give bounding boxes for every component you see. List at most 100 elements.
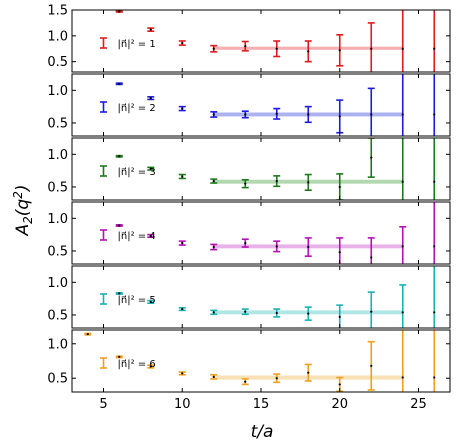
legend: |n⃗|² = 3 [100, 165, 156, 178]
point-marker [118, 82, 121, 85]
data-point [367, 138, 375, 178]
point-marker [338, 383, 341, 386]
panel-6: 0.5 1.0 |n⃗|² = 6 5 10 15 20 25 [47, 329, 451, 412]
point-marker [181, 175, 184, 178]
point-marker [149, 167, 152, 170]
x-tick-label: 20 [331, 397, 348, 412]
point-marker [401, 47, 404, 50]
data-point [210, 111, 218, 118]
panel-4: 0.5 1.0 |n⃗|² = 4 [47, 201, 451, 265]
data-point [433, 74, 436, 136]
legend-label: |n⃗|² = 1 [118, 39, 156, 50]
data-point [115, 82, 123, 86]
panel-plot-area [115, 10, 436, 72]
point-marker [307, 113, 310, 116]
data-point [367, 22, 375, 72]
data-point [115, 291, 123, 295]
data-point [241, 110, 249, 119]
panel-plot-area [115, 74, 436, 136]
data-point [147, 166, 155, 171]
y-tick-label: 1.0 [47, 84, 68, 99]
point-marker [307, 50, 310, 53]
data-point [433, 330, 436, 392]
data-point [115, 10, 123, 13]
y-tick-label: 0.5 [47, 55, 68, 70]
point-marker [433, 245, 436, 248]
data-point [210, 373, 218, 380]
panel-plot-area [115, 202, 436, 264]
y-tick-label: 0.5 [47, 244, 68, 259]
data-point [147, 364, 155, 369]
data-point [304, 237, 312, 257]
point-marker [370, 113, 373, 116]
point-marker [370, 256, 373, 259]
point-marker [338, 185, 341, 189]
data-point [433, 10, 436, 72]
point-marker [149, 365, 152, 368]
y-tick-label: 1.0 [47, 148, 68, 163]
data-point [273, 175, 281, 188]
data-point [210, 243, 218, 251]
point-marker [338, 115, 341, 118]
point-marker [338, 315, 341, 319]
legend-label: |n⃗|² = 3 [118, 167, 156, 178]
data-point [401, 74, 404, 136]
data-point [241, 40, 249, 52]
data-point [336, 33, 344, 67]
legend-label: |n⃗|² = 4 [118, 231, 156, 242]
y-tick-label: 1.0 [47, 337, 68, 352]
data-point [304, 105, 312, 124]
point-marker [307, 371, 310, 374]
point-marker [212, 179, 215, 183]
data-point [178, 306, 186, 312]
data-point [399, 226, 407, 264]
point-marker [181, 307, 184, 311]
legend: |n⃗|² = 1 [100, 37, 156, 50]
legend-label: |n⃗|² = 6 [118, 359, 156, 370]
data-point [178, 173, 186, 180]
data-point [273, 40, 281, 58]
data-point [210, 309, 218, 316]
point-marker [401, 180, 404, 183]
data-point [304, 363, 312, 382]
y-tick-label: 0.5 [47, 180, 68, 195]
point-marker [118, 224, 121, 227]
point-marker [275, 179, 278, 183]
data-point [241, 308, 249, 316]
point-marker [307, 312, 310, 315]
y-tick-label: 1.0 [47, 276, 68, 291]
data-point [367, 87, 375, 136]
point-marker [212, 245, 215, 249]
y-tick-label: 1.5 [47, 4, 68, 19]
point-marker [149, 97, 152, 100]
point-marker [275, 47, 278, 50]
point-marker [212, 375, 215, 378]
data-point [273, 240, 281, 253]
point-marker [244, 182, 247, 185]
data-point [147, 96, 155, 101]
data-point [241, 178, 249, 189]
point-marker [433, 113, 436, 116]
data-point [367, 340, 375, 391]
point-marker [212, 311, 215, 314]
point-marker [307, 181, 310, 184]
point-marker [244, 45, 247, 48]
point-marker [401, 376, 404, 379]
panel-plot-area [115, 138, 436, 200]
point-marker [433, 376, 436, 379]
point-marker [244, 310, 247, 313]
point-marker [433, 311, 436, 314]
panel-plot-area [84, 330, 436, 392]
legend: |n⃗|² = 2 [100, 101, 156, 114]
data-point [273, 107, 281, 120]
point-marker [244, 113, 247, 116]
x-tick-label: 10 [174, 397, 191, 412]
point-marker [307, 245, 310, 249]
point-marker [370, 47, 373, 50]
y-tick-label: 0.5 [47, 372, 68, 387]
y-tick-label: 1.0 [47, 29, 68, 44]
data-point [178, 371, 186, 376]
panel-plot-area [115, 266, 436, 328]
x-tick-label: 5 [99, 397, 107, 412]
